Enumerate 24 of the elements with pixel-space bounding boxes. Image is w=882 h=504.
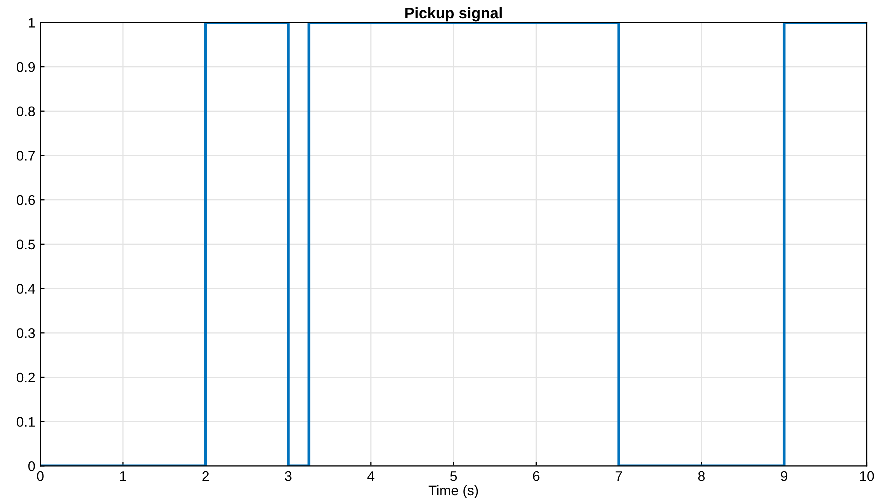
y-tick-label: 0.6 bbox=[16, 195, 36, 206]
x-tick-label: 5 bbox=[450, 472, 458, 482]
y-tick-label: 0.4 bbox=[16, 284, 36, 294]
y-tick-label: 0.2 bbox=[16, 372, 36, 383]
x-tick-label: 10 bbox=[860, 471, 874, 482]
x-tick-label: 0 bbox=[37, 471, 44, 482]
x-tick-label: 4 bbox=[368, 472, 375, 482]
y-tick-label: 0.3 bbox=[16, 328, 36, 338]
x-tick-label: 9 bbox=[781, 471, 788, 482]
y-tick-label: 0.7 bbox=[16, 151, 36, 161]
x-axis-title: Time (s) bbox=[428, 485, 478, 498]
x-tick-label: 7 bbox=[616, 472, 622, 482]
y-tick-label: 0.8 bbox=[16, 106, 36, 117]
y-tick-label: 0.5 bbox=[16, 240, 36, 250]
y-tick-label: 0.9 bbox=[16, 62, 36, 72]
x-tick-label: 2 bbox=[202, 471, 210, 482]
x-tick-label: 1 bbox=[120, 472, 126, 482]
x-tick-label: 3 bbox=[285, 471, 292, 482]
x-tick-label: 8 bbox=[698, 471, 705, 482]
y-tick-label: 1 bbox=[29, 18, 36, 28]
y-tick-label: 0 bbox=[28, 462, 36, 472]
x-tick-label: 6 bbox=[533, 471, 540, 482]
chart-title: Pickup signal bbox=[406, 7, 502, 22]
y-tick-label: 0.1 bbox=[16, 417, 36, 428]
